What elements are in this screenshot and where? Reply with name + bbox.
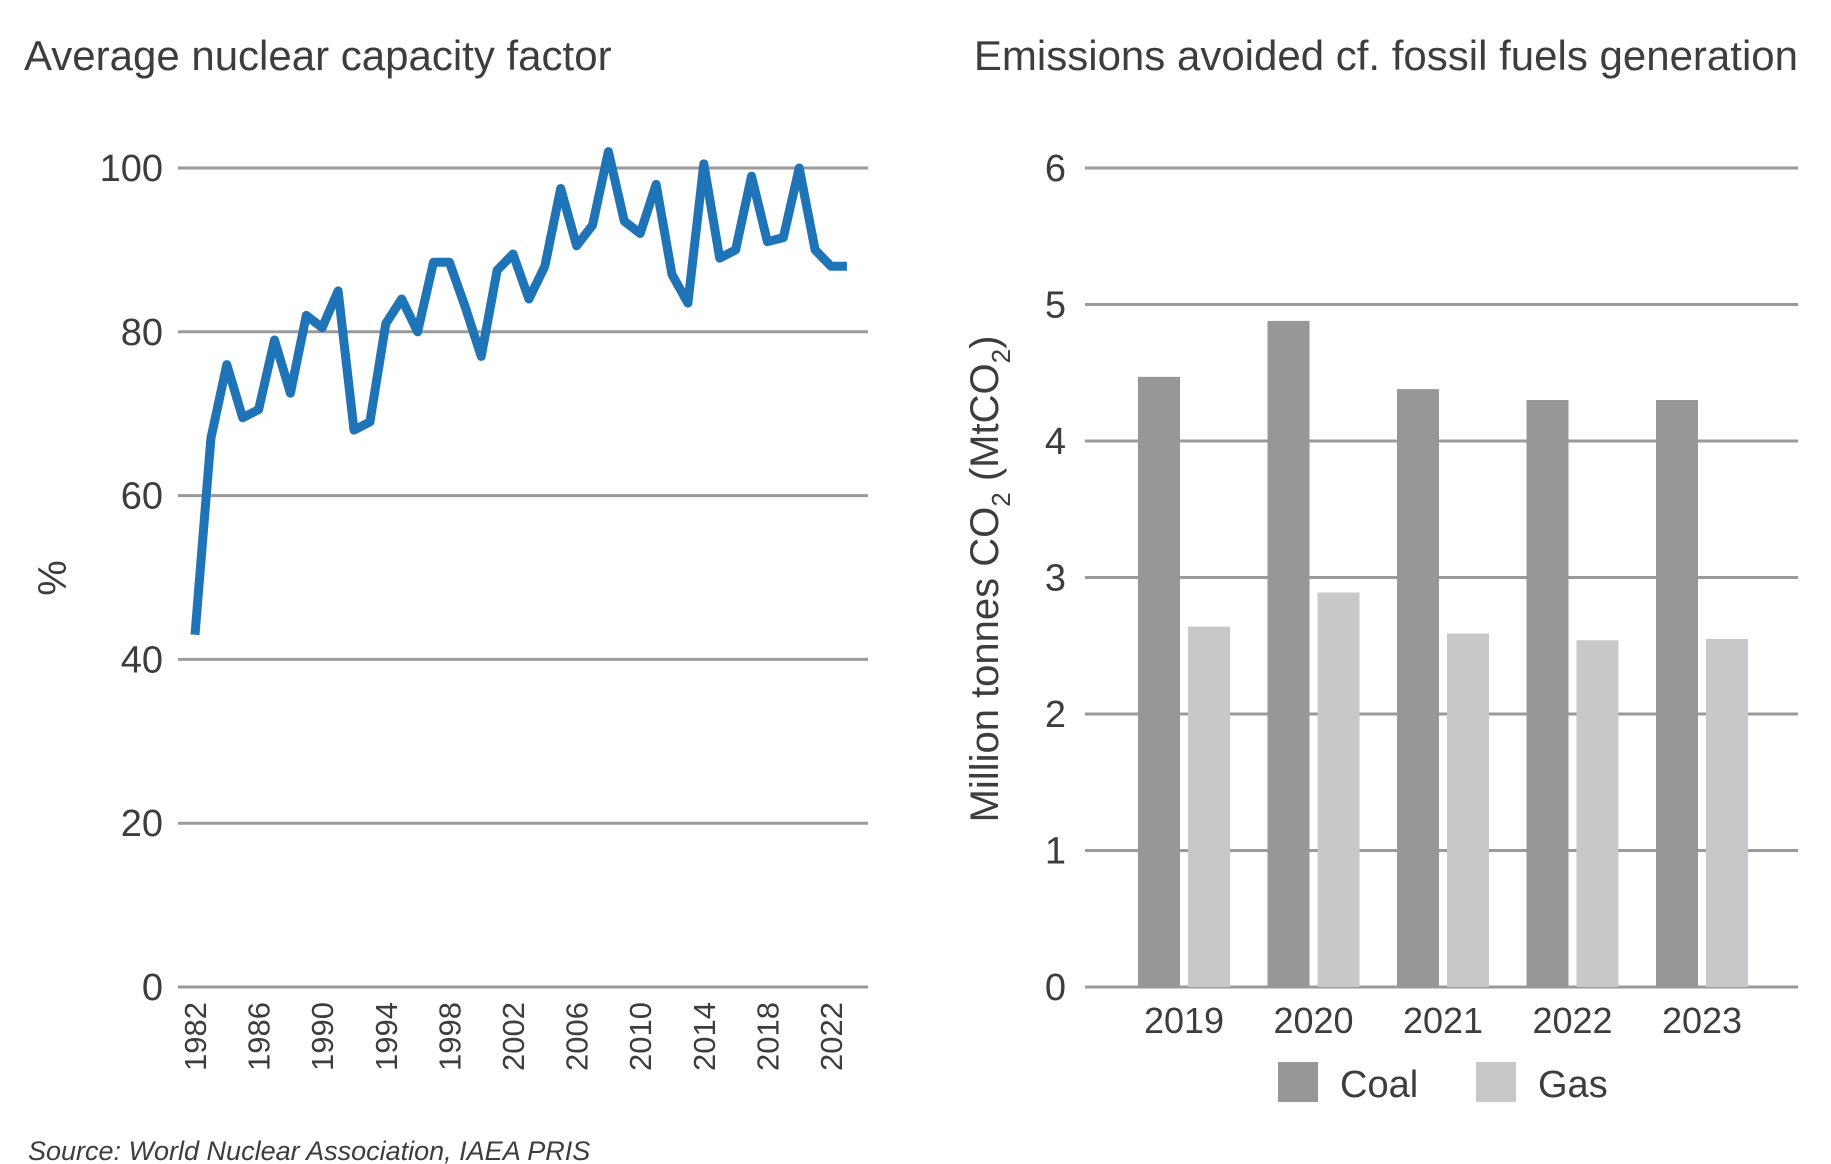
- ylabel-subscript-2: 2: [986, 349, 1016, 363]
- capacity-x-tick-label: 2002: [496, 1002, 531, 1071]
- emissions-y-tick-label: 6: [1045, 148, 1066, 190]
- emissions-x-tick-label: 2019: [1144, 1000, 1224, 1041]
- bar-gas-2023: [1706, 638, 1748, 987]
- emissions-x-tick-label: 2022: [1532, 1000, 1612, 1041]
- capacity-chart-title: Average nuclear capacity factor: [24, 32, 612, 79]
- bar-coal-2021: [1397, 389, 1439, 987]
- capacity-y-tick-label: 40: [121, 639, 163, 681]
- capacity-factor-line: [190, 147, 847, 636]
- bar-coal-2023: [1656, 400, 1698, 987]
- emissions-y-tick-label: 2: [1045, 694, 1066, 736]
- ylabel-part-3: ): [963, 336, 1007, 349]
- emissions-y-tick-label: 0: [1045, 967, 1066, 1009]
- legend-swatch-coal: [1278, 1062, 1318, 1102]
- ylabel-part-1: Million tonnes CO: [963, 507, 1007, 823]
- capacity-x-tick-label: 1994: [369, 1002, 404, 1071]
- emissions-x-tick-label: 2020: [1273, 1000, 1353, 1041]
- capacity-x-tick-label: 1986: [242, 1002, 277, 1071]
- capacity-y-tick-label: 20: [121, 803, 163, 845]
- bar-gas-2021: [1447, 633, 1489, 987]
- emissions-legend: Coal Gas: [1278, 1062, 1608, 1106]
- ylabel-subscript-1: 2: [986, 492, 1016, 506]
- capacity-x-tick-label: 2018: [750, 1002, 785, 1071]
- bar-coal-2020: [1267, 320, 1310, 987]
- bar-gas-2020: [1317, 592, 1360, 987]
- capacity-x-tick-label: 1990: [305, 1002, 340, 1071]
- emissions-x-tick-label: 2023: [1662, 1000, 1742, 1041]
- capacity-x-ticks: 1982 1986 1990 1994 1998 2002 2006 2010 2014 2018…: [178, 1002, 849, 1071]
- capacity-y-ticks: 0 20 40 60 80 100: [100, 148, 163, 1009]
- legend-swatch-gas: [1476, 1062, 1516, 1102]
- emissions-x-tick-label: 2021: [1403, 1000, 1483, 1041]
- legend-label-coal: Coal: [1340, 1064, 1418, 1106]
- capacity-x-tick-label: 1998: [432, 1002, 467, 1071]
- capacity-x-tick-label: 2010: [623, 1002, 658, 1071]
- emissions-y-tick-label: 1: [1045, 831, 1066, 873]
- emissions-avoided-chart: Emissions avoided cf. fossil fuels gener…: [963, 32, 1798, 1106]
- emissions-y-tick-label: 4: [1045, 421, 1066, 463]
- emissions-y-axis-label: Million tonnes CO2 (MtCO2): [963, 336, 1016, 823]
- bar-coal-2019: [1138, 376, 1180, 988]
- emissions-x-ticks: 2019 2020 2021 2022 2023: [1144, 1000, 1742, 1041]
- emissions-y-tick-label: 5: [1045, 285, 1066, 327]
- bar-coal-2022: [1526, 400, 1569, 987]
- source-note: Source: World Nuclear Association, IAEA …: [28, 1136, 590, 1164]
- capacity-y-axis-label: %: [31, 560, 75, 596]
- capacity-grid: [178, 166, 868, 989]
- capacity-x-tick-label: 2022: [814, 1002, 849, 1071]
- emissions-y-tick-label: 3: [1045, 558, 1066, 600]
- bar-gas-2022: [1576, 640, 1619, 987]
- capacity-factor-chart: Average nuclear capacity factor 0 20 40 60 8…: [24, 32, 868, 1071]
- capacity-y-tick-label: 100: [100, 148, 163, 190]
- ylabel-part-2: (MtCO: [963, 363, 1007, 492]
- capacity-x-tick-label: 1982: [178, 1002, 213, 1071]
- capacity-y-tick-label: 80: [121, 312, 163, 354]
- emissions-bars: [1138, 320, 1748, 988]
- bar-gas-2019: [1188, 626, 1230, 987]
- emissions-chart-title: Emissions avoided cf. fossil fuels gener…: [974, 32, 1798, 79]
- capacity-series: [190, 147, 847, 636]
- legend-label-gas: Gas: [1538, 1064, 1608, 1106]
- capacity-x-tick-label: 2006: [560, 1002, 595, 1071]
- capacity-x-tick-label: 2014: [687, 1002, 722, 1071]
- capacity-y-tick-label: 60: [121, 476, 163, 518]
- emissions-y-ticks: 0 1 2 3 4 5 6: [1045, 148, 1066, 1009]
- capacity-y-tick-label: 0: [142, 967, 163, 1009]
